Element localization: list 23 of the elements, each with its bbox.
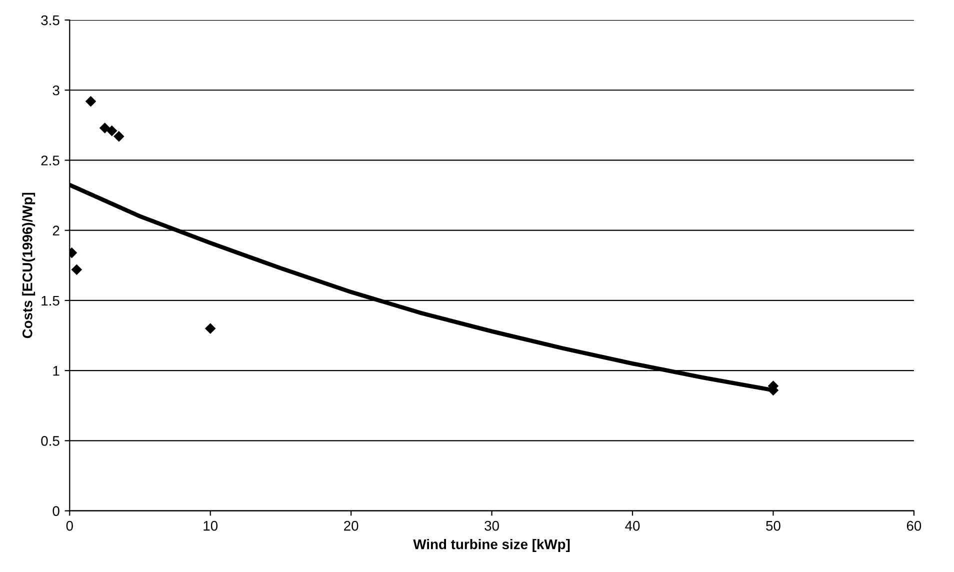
y-tick-label: 1 xyxy=(53,366,60,376)
x-tick-label: 30 xyxy=(484,520,499,531)
x-tick-label: 10 xyxy=(204,520,218,531)
point xyxy=(205,323,216,334)
point xyxy=(100,122,110,134)
x-axis-title: Wind turbine size [kWp] xyxy=(413,539,570,552)
x-tick-label: 50 xyxy=(766,520,780,531)
y-axis-title: Costs [ECU(1996)/Wp] xyxy=(22,192,36,338)
point xyxy=(86,96,96,106)
point xyxy=(72,264,82,275)
x-tick-label: 20 xyxy=(344,520,358,531)
x-tick-label: 60 xyxy=(906,520,922,531)
y-tick-label: 1.5 xyxy=(42,296,60,306)
y-tick-label: 2 xyxy=(52,226,60,236)
y-tick-label: 3 xyxy=(52,85,60,96)
y-tick-label: 3.5 xyxy=(41,15,60,26)
x-tick-label: 40 xyxy=(625,520,640,531)
y-tick-label: 2.5 xyxy=(41,156,60,166)
x-tick-label: 0 xyxy=(66,520,73,531)
point xyxy=(106,126,117,136)
point xyxy=(114,131,124,142)
y-tick-label: 0.5 xyxy=(41,436,60,446)
y-tick-label: 0 xyxy=(52,506,60,516)
